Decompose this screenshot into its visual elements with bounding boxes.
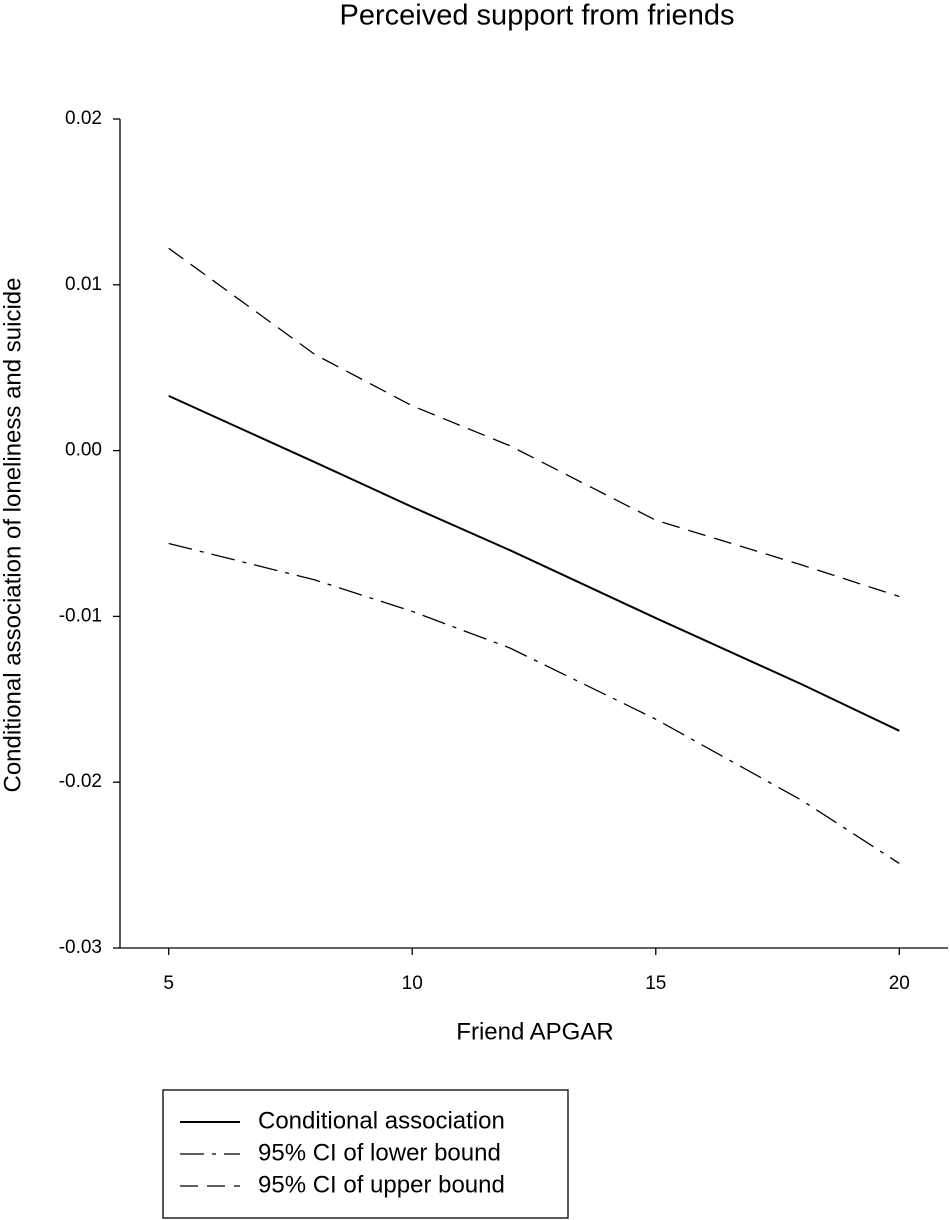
legend-label: 95% CI of upper bound bbox=[258, 1171, 505, 1198]
y-tick-label: 0.00 bbox=[65, 440, 102, 461]
y-tick-label: -0.01 bbox=[59, 605, 102, 626]
legend-label: Conditional association bbox=[258, 1107, 505, 1134]
chart-title: Perceived support from friends bbox=[340, 0, 735, 32]
legend-box bbox=[162, 1089, 569, 1219]
series-line bbox=[168, 542, 900, 864]
series-line bbox=[168, 247, 900, 598]
y-axis-label: Conditional association of loneliness an… bbox=[0, 278, 26, 793]
y-tick-label: -0.02 bbox=[59, 771, 102, 792]
x-axis-label: Friend APGAR bbox=[456, 1018, 613, 1045]
y-tick-label: -0.03 bbox=[59, 937, 102, 958]
x-tick-label: 5 bbox=[163, 973, 174, 994]
series-line bbox=[168, 394, 900, 732]
y-tick-label: 0.01 bbox=[65, 274, 102, 295]
y-tick-label: 0.02 bbox=[65, 108, 102, 129]
legend-label: 95% CI of lower bound bbox=[258, 1139, 501, 1166]
x-tick-label: 15 bbox=[645, 973, 666, 994]
x-tick-label: 20 bbox=[889, 973, 910, 994]
x-tick-label: 10 bbox=[402, 973, 423, 994]
